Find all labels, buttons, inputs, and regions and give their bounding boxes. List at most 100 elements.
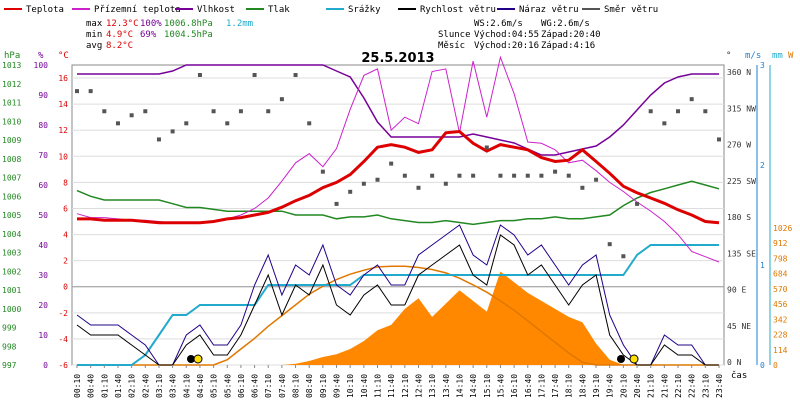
temp-unit: °C [58, 51, 69, 61]
wind-direction-dot [252, 73, 257, 77]
moon-rise: Východ:20:16 [474, 41, 539, 51]
moon-rise-icon [617, 355, 625, 363]
x-axis-ticks: 00:10 00:40 01:10 01:40 02:10 02:40 03:10 03:40… [73, 365, 724, 398]
stats-min-temp: 4.9°C [106, 30, 133, 40]
stats-max-hum: 100% [140, 19, 162, 29]
x-tick-label: 11:40 [387, 374, 396, 398]
legend-label-4: Srážky [348, 5, 381, 15]
stats-block: max 12.3°C 100% 1006.8hPa 1.2mm min 4.9°… [86, 19, 253, 51]
humidity-line [77, 64, 719, 156]
temp-tick: 14 [58, 100, 68, 109]
x-tick-label: 11:10 [374, 374, 383, 398]
wind-direction-dot [75, 89, 79, 94]
pct-tick: 80 [38, 121, 48, 130]
x-tick-label: 23:10 [701, 374, 710, 398]
stats-max-pres: 1006.8hPa [164, 19, 213, 29]
x-tick-label: 16:10 [510, 374, 519, 398]
legend-label-5: Rychlost větru [420, 5, 496, 15]
hpa-tick: 1008 [2, 155, 21, 164]
x-tick-label: 01:40 [114, 374, 123, 398]
temp-tick: 10 [58, 152, 68, 161]
wind-direction-dot [635, 201, 640, 206]
wind-direction-dot [225, 121, 230, 126]
series-lines [76, 55, 720, 366]
x-tick-label: 23:40 [715, 374, 724, 398]
legend-label-0: Teplota [26, 5, 64, 15]
temp-tick: 16 [58, 74, 68, 83]
wind-direction-dot [648, 109, 653, 114]
x-tick-label: 19:10 [592, 374, 601, 398]
temp-tick: 0 [63, 283, 68, 292]
wind-direction-dot [689, 97, 694, 102]
wind-direction-dot [102, 109, 107, 114]
wind-direction-dot [430, 173, 435, 178]
x-axis-label: čas [731, 370, 747, 381]
wind-speed-info: WS:2.6m/s [474, 19, 523, 29]
legend-label-2: Vlhkost [197, 5, 235, 15]
wind-direction-dot [361, 181, 366, 186]
wind-direction-dot [402, 173, 407, 178]
hpa-tick: 1002 [2, 267, 21, 276]
sun-label: Slunce [438, 30, 471, 40]
x-tick-label: 21:10 [647, 374, 656, 398]
w-tick: 228 [773, 331, 788, 340]
stats-avg-label: avg [86, 41, 102, 51]
hpa-tick: 1007 [2, 174, 21, 183]
pct-tick: 30 [38, 271, 48, 280]
x-tick-label: 17:10 [537, 374, 546, 398]
wind-direction-dot [539, 173, 544, 178]
temp-tick: 6 [63, 204, 68, 213]
wind-direction-dot [594, 177, 599, 182]
x-tick-label: 14:10 [455, 374, 464, 398]
dir-tick: 225 SW [727, 177, 756, 186]
wind-direction-dot [348, 189, 353, 194]
x-tick-label: 20:40 [633, 374, 642, 398]
dir-tick: 180 S [727, 213, 751, 222]
x-tick-label: 12:40 [414, 374, 423, 398]
hpa-tick: 1006 [2, 192, 21, 201]
w-tick: 684 [773, 270, 788, 279]
hpa-tick: 999 [2, 324, 17, 333]
wind-direction-dot [88, 89, 93, 94]
wind-direction-dot [279, 97, 284, 102]
wind-direction-dots [75, 73, 721, 259]
pct-tick: 40 [38, 241, 48, 250]
hpa-tick: 998 [2, 342, 17, 351]
stats-min-label: min [86, 30, 102, 40]
moon-set-icon [187, 355, 195, 363]
wind-direction-dot [375, 177, 380, 182]
wind-direction-dot [471, 173, 476, 178]
sun-rise: Východ:04:55 [474, 30, 539, 40]
radiation-area [77, 271, 719, 365]
x-tick-label: 15:40 [496, 374, 505, 398]
x-tick-label: 13:10 [428, 374, 437, 398]
wind-direction-dot [621, 254, 626, 259]
sun-set: Západ:20:40 [541, 30, 601, 40]
wind-direction-dot [717, 137, 721, 142]
w-tick: 912 [773, 239, 788, 248]
x-tick-label: 18:40 [578, 374, 587, 398]
x-tick-label: 08:40 [305, 374, 314, 398]
wind-direction-dot [553, 169, 558, 174]
stats-min-pres: 1004.5hPa [164, 30, 213, 40]
x-tick-label: 03:10 [155, 374, 164, 398]
x-tick-label: 05:10 [210, 374, 219, 398]
pct-tick: 100 [34, 61, 49, 70]
wind-direction-dot [566, 173, 571, 178]
wind-direction-dot [525, 173, 530, 178]
x-tick-label: 01:10 [100, 374, 109, 398]
x-tick-label: 20:10 [619, 374, 628, 398]
legend: Teplota Přízemní teplota Vlhkost Tlak Srážky… [4, 5, 658, 15]
wind-direction-dot [512, 173, 517, 178]
temp-tick: -6 [58, 361, 68, 370]
x-tick-label: 05:40 [223, 374, 232, 398]
pct-tick: 60 [38, 181, 48, 190]
wind-direction-dot [197, 73, 202, 77]
axis-ticks: 1013101210111010100910081007100610051004… [2, 61, 792, 370]
wind-direction-dot [607, 242, 612, 247]
sun-moon-markers [187, 354, 639, 364]
wind-direction-dot [334, 201, 339, 206]
w-tick: 570 [773, 285, 788, 294]
ms-tick: 2 [760, 161, 765, 170]
